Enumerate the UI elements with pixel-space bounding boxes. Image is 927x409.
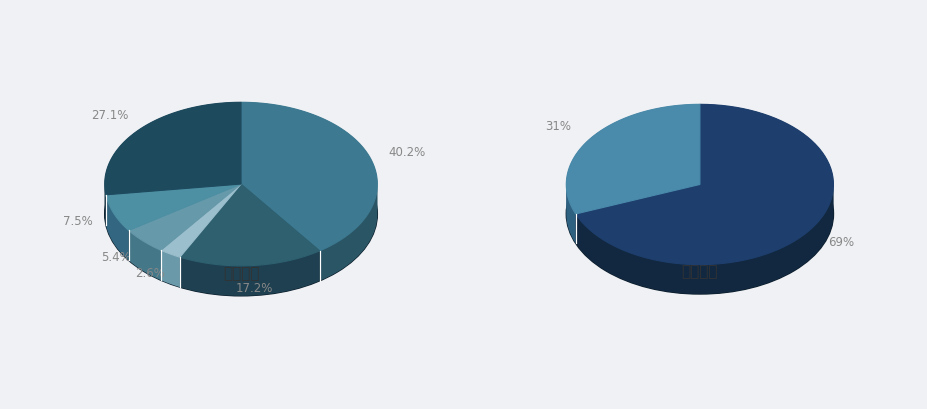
Polygon shape	[576, 188, 833, 294]
Text: 69%: 69%	[828, 236, 855, 249]
Ellipse shape	[105, 132, 377, 296]
Text: 40.2%: 40.2%	[388, 146, 425, 159]
Polygon shape	[576, 104, 833, 265]
Text: 学历构成: 学历构成	[222, 266, 260, 281]
Polygon shape	[180, 251, 320, 296]
Polygon shape	[320, 185, 377, 281]
Polygon shape	[161, 184, 241, 257]
Text: 17.2%: 17.2%	[235, 282, 273, 295]
Polygon shape	[106, 195, 129, 261]
Polygon shape	[161, 250, 180, 287]
Polygon shape	[241, 102, 377, 211]
Text: 户籍构成: 户籍构成	[681, 265, 718, 280]
Text: 2.6%: 2.6%	[135, 267, 165, 280]
Text: 31%: 31%	[545, 120, 571, 133]
Polygon shape	[129, 230, 161, 280]
Polygon shape	[105, 102, 241, 195]
Polygon shape	[566, 104, 700, 212]
Polygon shape	[105, 185, 106, 225]
Polygon shape	[566, 104, 700, 214]
Text: 5.4%: 5.4%	[101, 251, 131, 264]
Polygon shape	[106, 184, 241, 230]
Text: 7.5%: 7.5%	[63, 215, 93, 228]
Polygon shape	[180, 184, 320, 266]
Polygon shape	[105, 102, 241, 213]
Ellipse shape	[566, 134, 833, 294]
Polygon shape	[129, 184, 241, 250]
Polygon shape	[566, 186, 576, 243]
Text: 27.1%: 27.1%	[91, 108, 129, 121]
Polygon shape	[700, 104, 833, 211]
Polygon shape	[241, 102, 377, 251]
